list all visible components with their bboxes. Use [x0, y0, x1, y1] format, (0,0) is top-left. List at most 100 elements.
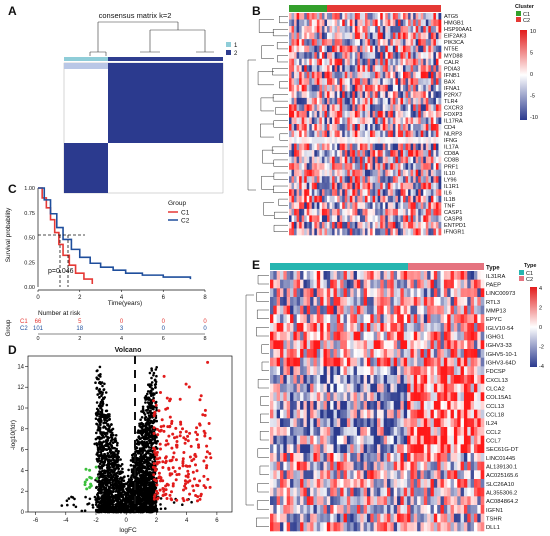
heatmap-b-cell [352, 202, 356, 210]
heatmap-b-cell [413, 202, 416, 210]
heatmap-b-cell [410, 143, 414, 151]
heatmap-b-cell [296, 189, 300, 197]
heatmap-b-cell [347, 110, 351, 118]
heatmap-b-cell [354, 124, 358, 131]
volcano-point-ns [154, 380, 158, 383]
heatmap-b-cell [428, 45, 432, 53]
heatmap-b-cell [314, 208, 318, 216]
heatmap-b-cell [392, 45, 396, 53]
dendrogram-branch [272, 68, 288, 76]
volcano-point-ns [98, 462, 102, 466]
volcano-point-ns [101, 434, 105, 437]
volcano-point-ns [107, 506, 111, 509]
heatmap-b-cell [375, 65, 378, 73]
heatmap-b-cell [433, 143, 437, 151]
heatmap-b-cell [367, 32, 371, 40]
heatmap-b-cell [408, 117, 411, 125]
heatmap-b-cell [319, 32, 323, 40]
heatmap-b-cell [362, 182, 366, 190]
heatmap-b-cell [327, 208, 330, 216]
heatmap-b-cell [291, 39, 295, 46]
heatmap-b-cell [352, 117, 356, 125]
heatmap-b-cell [377, 202, 381, 210]
volcano-point-up [158, 488, 162, 492]
heatmap-b-cell [390, 97, 394, 105]
volcano-point-ns [150, 381, 154, 384]
heatmap-b-cell [289, 130, 292, 138]
volcano-point-ns [150, 468, 153, 471]
heatmap-b-cell [435, 163, 439, 171]
volcano-point-ns [98, 396, 101, 399]
heatmap-b-cell [375, 13, 378, 20]
heatmap-b-cell [354, 150, 358, 157]
heatmap-b-cell [403, 65, 406, 73]
heatmap-b-cell [415, 124, 419, 131]
heatmap-b-cell [359, 32, 363, 40]
heatmap-b-cell [372, 39, 376, 46]
heatmap-b-cell [344, 208, 348, 216]
heatmap-b-cell [299, 130, 302, 138]
heatmap-b-cell [387, 169, 391, 177]
volcano-point-ns [159, 503, 162, 506]
volcano-point-ns [98, 417, 102, 421]
heatmap-b-cell [372, 84, 376, 92]
heatmap-b-cell [385, 32, 389, 40]
heatmap-b-cell [428, 52, 432, 60]
volcano-point-ns [127, 508, 130, 512]
heatmap-b-cell [349, 228, 353, 236]
heatmap-b-cell [408, 104, 411, 112]
heatmap-b-cell [362, 65, 366, 73]
heatmap-b-cell [306, 32, 310, 40]
volcano-point-ns [153, 460, 157, 463]
volcano-point-ns [138, 510, 142, 514]
volcano-point-up [157, 409, 161, 413]
heatmap-b-cell [428, 65, 432, 73]
volcano-point-ns [143, 475, 146, 478]
heatmap-b-cell [352, 19, 356, 27]
heatmap-b-cell [309, 91, 313, 99]
heatmap-b-cell [435, 221, 439, 229]
heatmap-b-cell [367, 130, 371, 138]
heatmap-b-cell [316, 208, 320, 216]
heatmap-b-cell [296, 110, 300, 118]
heatmap-b-cell [306, 156, 310, 164]
heatmap-b-cell [294, 208, 297, 216]
heatmap-b-cell [425, 169, 429, 177]
volcano-point-ns [137, 507, 140, 510]
heatmap-b-cell [321, 117, 325, 125]
panel-c-survival: Survival probability 1.000.750.500.250.0… [5, 186, 207, 340]
heatmap-b-cell [380, 58, 384, 66]
heatmap-b-cell [309, 39, 313, 46]
heatmap-b-cell [304, 150, 308, 157]
volcano-point-ns [129, 464, 133, 467]
heatmap-b-cell [435, 71, 439, 79]
heatmap-b-cell [405, 65, 409, 73]
heatmap-b-cell [347, 71, 351, 79]
heatmap-b-cell [352, 124, 356, 131]
heatmap-b-cell [365, 58, 368, 66]
heatmap-b-cell [382, 182, 386, 190]
heatmap-b-cell [372, 65, 376, 73]
heatmap-b-cell [349, 78, 353, 86]
heatmap-b-cell [342, 84, 346, 92]
heatmap-b-cell [420, 137, 424, 144]
volcano-point-up [181, 427, 184, 431]
volcano-point-ns [129, 476, 133, 479]
volcano-point-up [166, 483, 170, 487]
volcano-point-ns [114, 490, 118, 493]
heatmap-b-cell [324, 32, 328, 40]
heatmap-b-cell [370, 26, 373, 33]
heatmap-b-cell [390, 110, 394, 118]
heatmap-b-cell [428, 71, 432, 79]
heatmap-b-cell [415, 110, 419, 118]
volcano-point-ns [140, 470, 143, 474]
heatmap-b-cell [400, 78, 404, 86]
heatmap-b-cell [403, 195, 406, 203]
heatmap-b-cell [370, 117, 373, 125]
heatmap-b-cell [413, 71, 416, 79]
heatmap-b-cell [334, 52, 338, 60]
heatmap-b-cell [327, 215, 330, 223]
heatmap-b-cell [400, 150, 404, 157]
heatmap-b-cell [337, 124, 340, 131]
heatmap-b-cell [410, 228, 414, 236]
